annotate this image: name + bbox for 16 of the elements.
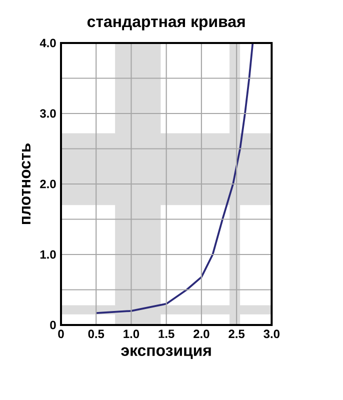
line-series bbox=[95, 42, 254, 314]
x-tick-label: 1.0 bbox=[124, 330, 140, 338]
y-tick-label: 4.0 bbox=[40, 38, 56, 48]
chart-title: стандартная кривая bbox=[87, 18, 245, 30]
x-tick-label: 2.5 bbox=[228, 330, 245, 338]
x-tick-label: 2.0 bbox=[194, 330, 210, 338]
x-tick-label: 1.5 bbox=[158, 330, 174, 338]
x-axis-title: экспозиция bbox=[121, 347, 211, 360]
y-tick-label: 3.0 bbox=[40, 109, 56, 118]
x-tick-label: 3.0 bbox=[264, 330, 280, 338]
y-axis-title: плотность bbox=[22, 143, 31, 224]
x-tick-label: 0 bbox=[58, 330, 64, 338]
y-tick-label: 1.0 bbox=[40, 250, 56, 259]
x-tick-label: 0.5 bbox=[88, 330, 104, 338]
y-tick-label: 0 bbox=[50, 320, 56, 330]
y-tick-label: 2.0 bbox=[40, 180, 56, 188]
